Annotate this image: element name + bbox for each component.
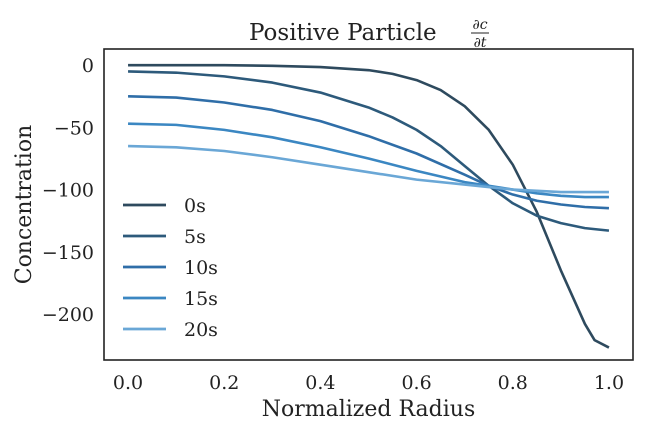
legend: 0s 5s 10s 15s 20s (123, 195, 218, 341)
legend-label-5s: 5s (184, 226, 206, 248)
y-tick-label: −100 (42, 180, 94, 202)
series-line-15s (128, 122, 609, 199)
y-axis: 0 −50 −100 −150 −200 (42, 55, 94, 326)
series-line-5s (128, 70, 610, 232)
series-line-20s (128, 144, 609, 194)
y-axis-label: Concentration (12, 125, 37, 285)
legend-label-10s: 10s (184, 257, 218, 279)
plot-area (128, 63, 610, 349)
y-tick-label: −50 (54, 117, 94, 139)
x-tick-label: 0.8 (498, 372, 528, 394)
chart-title-group: Positive Particle ∂c ∂t (249, 17, 489, 51)
x-axis-label: Normalized Radius (262, 397, 476, 422)
title-fraction-numerator: ∂c (472, 17, 487, 33)
x-tick-label: 0.0 (113, 372, 143, 394)
plot-frame (103, 48, 634, 361)
x-tick-label: 0.4 (305, 372, 335, 394)
title-fraction-denominator: ∂t (474, 35, 487, 51)
x-tick-label: 1.0 (594, 372, 624, 394)
y-tick-label: −150 (42, 242, 94, 264)
legend-label-15s: 15s (184, 288, 218, 310)
x-tick-label: 0.6 (401, 372, 431, 394)
series-line-10s (128, 94, 610, 210)
x-tick-label: 0.2 (209, 372, 239, 394)
y-tick-label: 0 (82, 55, 94, 77)
chart-title: Positive Particle (249, 20, 437, 46)
legend-label-20s: 20s (184, 319, 218, 341)
y-tick-label: −200 (42, 304, 94, 326)
series-line-0s (128, 63, 610, 349)
legend-label-0s: 0s (184, 195, 206, 217)
x-axis: 0.0 0.2 0.4 0.6 0.8 1.0 (113, 372, 624, 394)
